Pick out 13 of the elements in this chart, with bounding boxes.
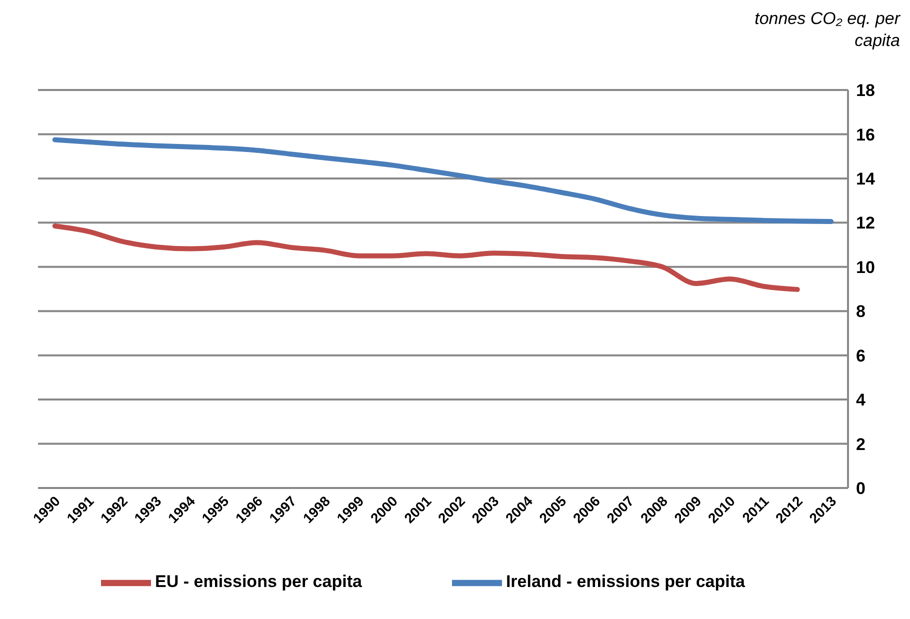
- y-tick-label: 16: [856, 125, 875, 144]
- y-tick-label: 8: [856, 302, 866, 322]
- y-axis-title: tonnes CO₂ eq. per capita: [754, 9, 900, 50]
- legend-label: Ireland - emissions per capita: [506, 572, 745, 592]
- y-tick-label: 2: [856, 434, 866, 454]
- y-tick-label: 12: [856, 214, 875, 233]
- y-tick-label: 6: [856, 346, 866, 366]
- legend-label: EU - emissions per capita: [155, 572, 362, 592]
- y-tick-label: 14: [856, 169, 876, 188]
- y-tick-label: 4: [856, 390, 866, 410]
- y-tick-label: 10: [856, 258, 875, 277]
- y-tick-label: 18: [856, 81, 875, 100]
- y-tick-label: 0: [856, 479, 866, 498]
